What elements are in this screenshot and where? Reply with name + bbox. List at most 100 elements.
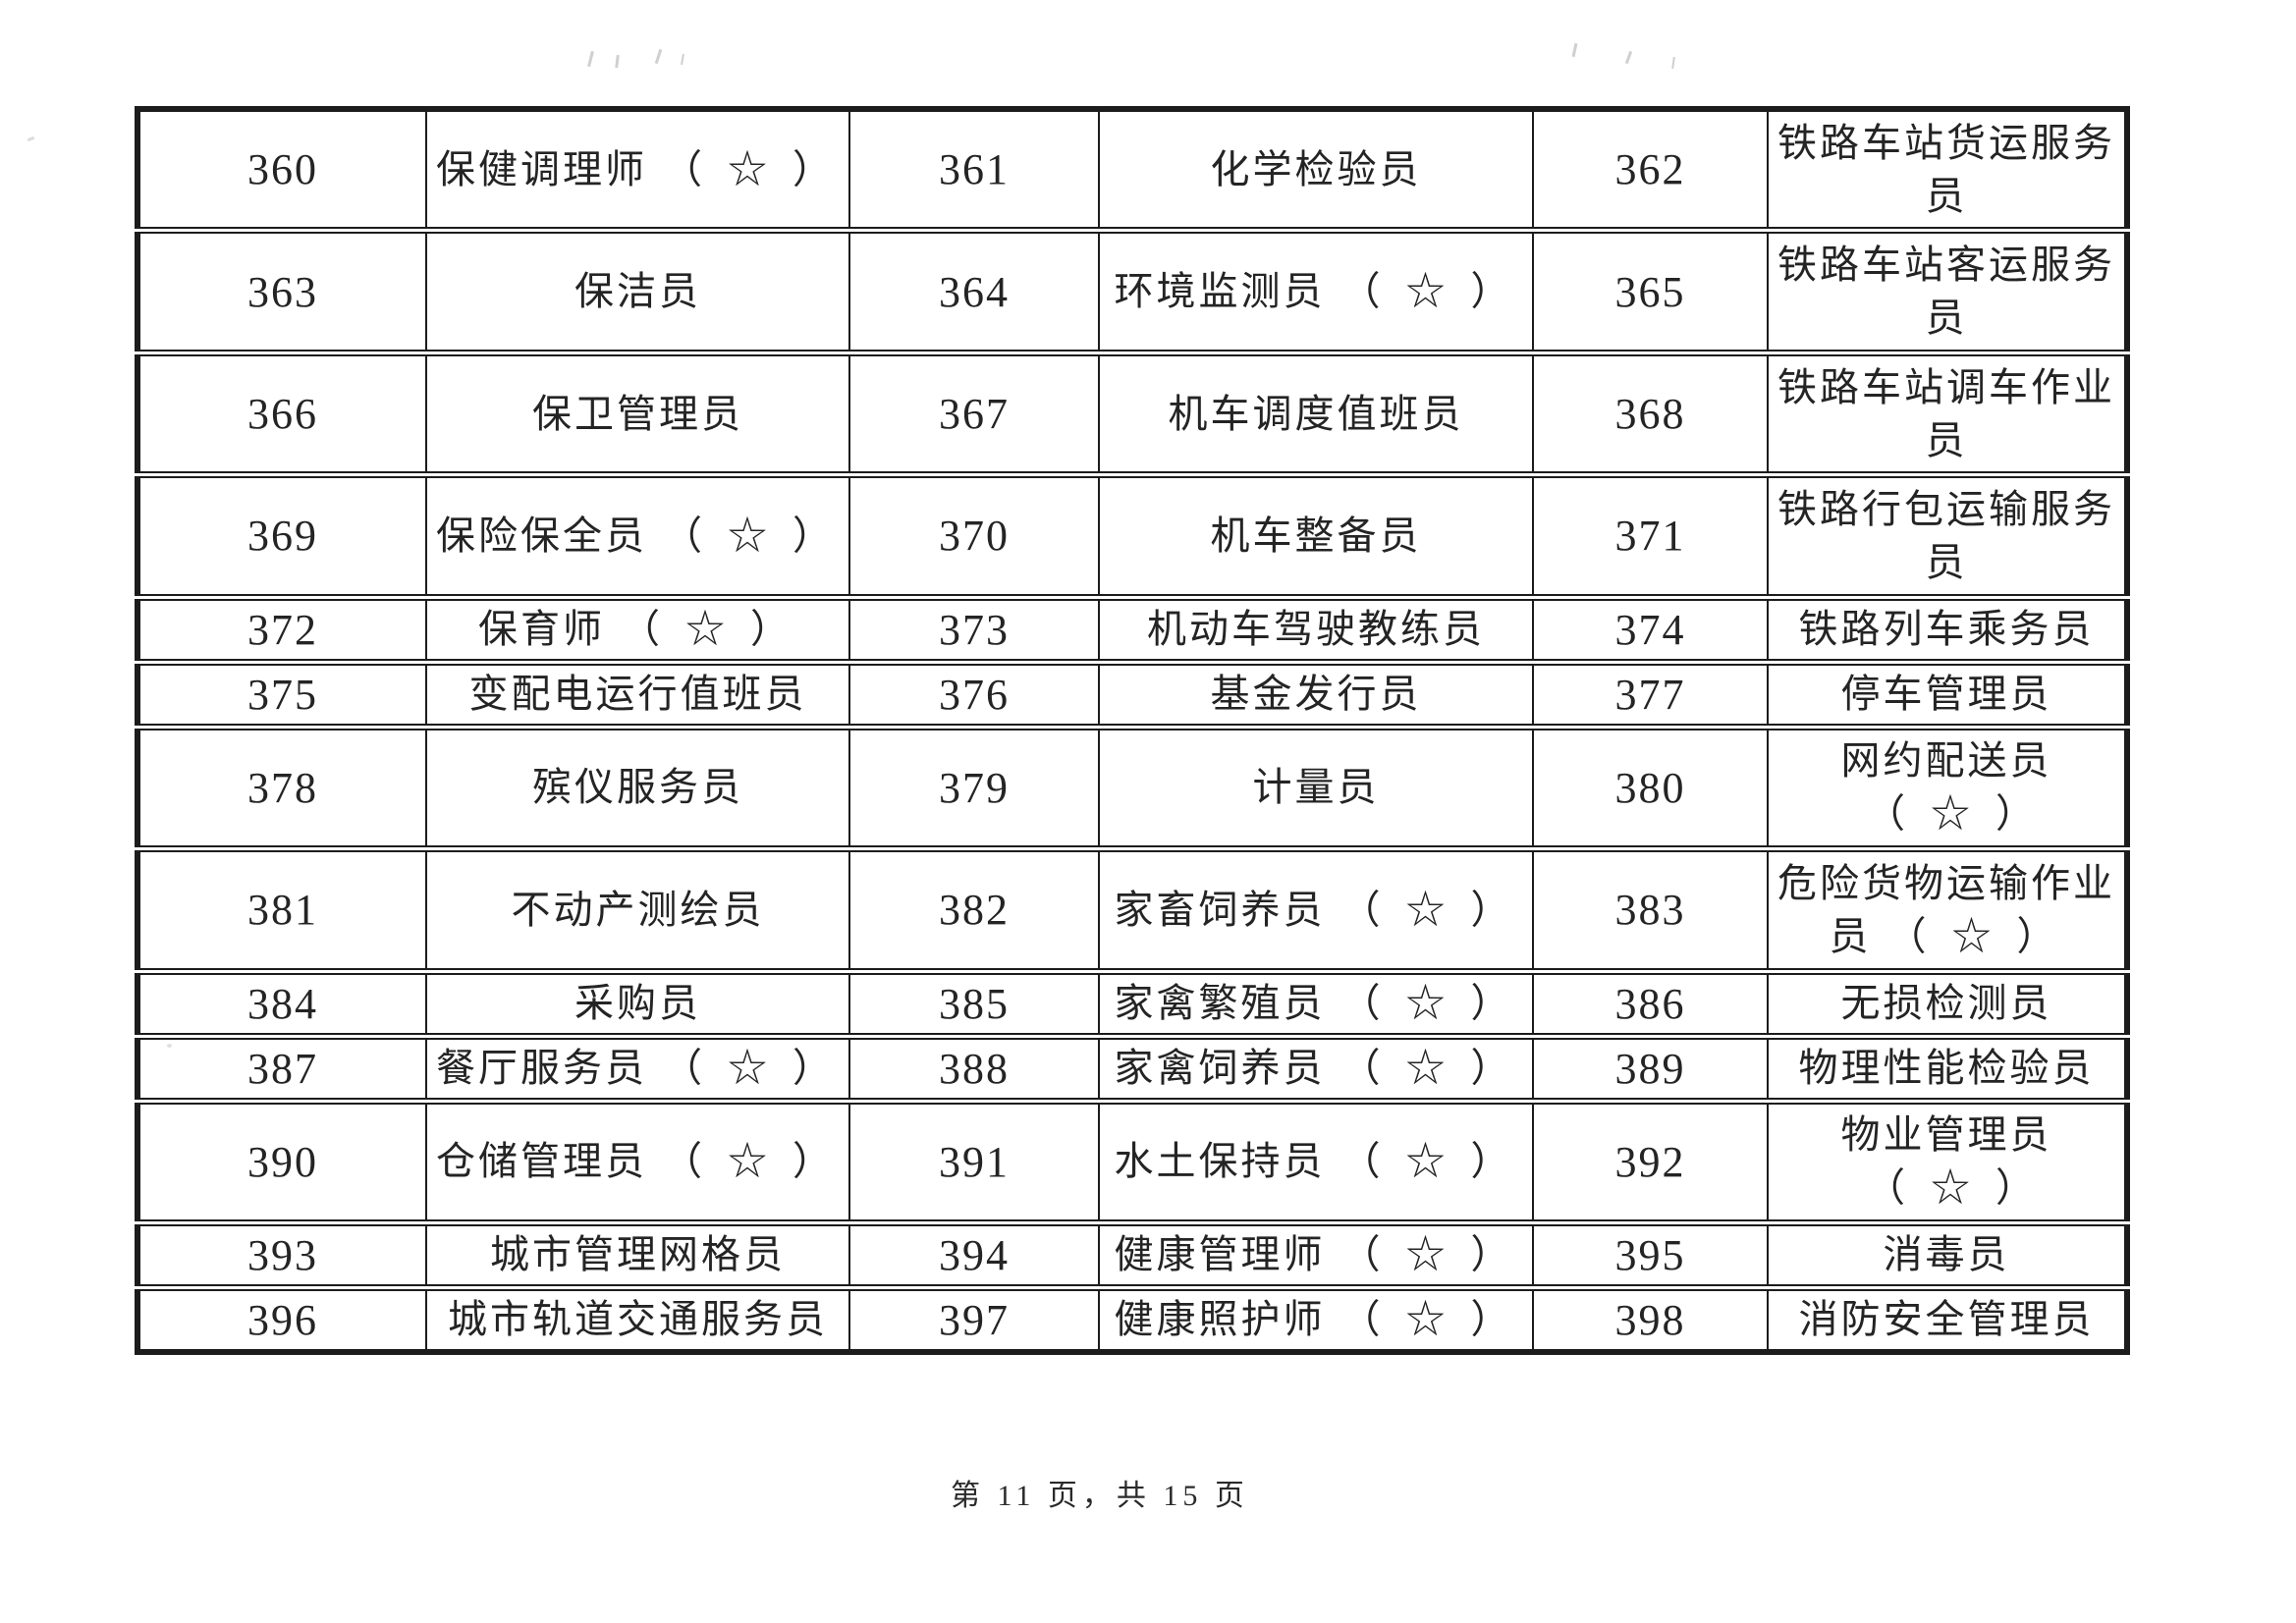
occupation-name-cell: 保健调理师 （ ☆ ） [425,109,849,231]
table-row: 393 城市管理网格员 394 健康管理师 （ ☆ ） 395 消毒员 [137,1218,2127,1288]
occupation-name: 保洁员 [574,269,701,314]
occupation-name-cell: 殡仪服务员 [425,723,849,849]
occupation-name: 机车调度值班员 [1168,391,1464,436]
row-number-cell: 362 [1532,109,1768,231]
row-number-cell: 387 [137,1032,426,1101]
row-number-cell: 363 [137,227,426,353]
occupation-name: 家畜饲养员 [1114,887,1326,932]
star-icon: （ ☆ ） [1340,887,1518,932]
occupation-name-cell: 铁路车站货运服务员 [1767,109,2127,231]
star-icon: （ ☆ ） [1886,913,2064,958]
row-number-cell: 392 [1532,1097,1768,1223]
occupation-name: 铁路行包运输服务员 [1777,486,2115,584]
occupation-name: 不动产测绘员 [511,887,765,932]
occupation-name: 消毒员 [1883,1232,2010,1277]
occupation-name: 水土保持员 [1114,1139,1326,1184]
occupation-name: 铁路列车乘务员 [1798,607,2095,652]
row-number-cell: 367 [848,349,1099,475]
star-icon: （ ☆ ） [663,1046,840,1090]
row-number-cell: 370 [848,471,1099,598]
occupation-name-cell: 无损检测员 [1767,967,2127,1036]
row-number-cell: 374 [1532,593,1768,663]
occupation-name: 餐厅服务员 [436,1046,647,1090]
occupation-name-cell: 铁路车站调车作业员 [1767,349,2127,475]
scan-artifact [587,50,594,68]
occupation-name: 保卫管理员 [532,391,743,436]
table-row: 378 殡仪服务员 379 计量员 380 网约配送员 （ ☆ ） [137,723,2127,849]
occupation-name: 物业管理员 [1840,1112,2052,1158]
occupation-name-cell: 健康管理师 （ ☆ ） [1098,1218,1533,1288]
row-number-cell: 397 [848,1283,1099,1352]
occupation-name: 保健调理师 [436,146,647,191]
occupation-name-cell: 采购员 [425,967,849,1036]
row-number-cell: 396 [137,1283,426,1352]
occupation-name: 机车整备员 [1210,513,1422,558]
occupation-name-cell: 物业管理员 （ ☆ ） [1767,1097,2127,1223]
row-number-cell: 389 [1532,1032,1768,1101]
occupation-name-cell: 保洁员 [425,227,849,353]
occupation-name-cell: 保险保全员 （ ☆ ） [425,471,849,598]
row-number-cell: 390 [137,1097,426,1223]
page-footer: 第 11 页，共 15 页 [951,1480,1249,1512]
row-number-cell: 378 [137,723,426,849]
occupation-name: 变配电运行值班员 [468,672,807,717]
occupation-name-cell: 危险货物运输作业员（ ☆ ） [1767,845,2127,971]
row-number-cell: 366 [137,349,426,475]
star-icon: （ ☆ ） [1340,1297,1518,1342]
occupation-name: 计量员 [1252,765,1380,810]
occupation-name: 家禽饲养员 [1114,1046,1326,1090]
table-row: 369 保险保全员 （ ☆ ） 370 机车整备员 371 铁路行包运输服务员 [137,471,2127,598]
table-row: 375 变配电运行值班员 376 基金发行员 377 停车管理员 [137,658,2127,728]
occupation-name-cell: 铁路车站客运服务员 [1767,227,2127,353]
occupation-name-cell: 家禽繁殖员 （ ☆ ） [1098,967,1533,1036]
star-icon: （ ☆ ） [663,146,840,191]
star-icon: （ ☆ ） [621,607,797,652]
row-number-cell: 377 [1532,658,1768,728]
scan-artifact [27,135,35,142]
row-number-cell: 361 [848,109,1099,231]
occupation-name: 危险货物运输作业员 [1777,860,2115,958]
row-number-cell: 365 [1532,227,1768,353]
row-number-cell: 391 [848,1097,1099,1223]
occupations-table-body: 360 保健调理师（ ☆ ） 361 化学检验员 362 铁路车站货运服务员 363 保洁员 3… [137,109,2127,1352]
occupation-name-cell: 城市管理网格员 [425,1218,849,1288]
occupation-name-cell: 物理性能检验员 [1767,1032,2127,1101]
table-row: 387 餐厅服务员 （ ☆ ） 388 家禽饲养员（ ☆ ） 389 物理性能检验员 [137,1032,2127,1101]
star-icon: （ ☆ ） [663,513,840,558]
occupation-name: 停车管理员 [1840,672,2052,717]
row-number-cell: 395 [1532,1218,1768,1288]
row-number-cell: 382 [848,845,1099,971]
occupation-name-cell: 消防安全管理员 [1767,1283,2127,1352]
scan-artifact [1671,56,1675,70]
occupation-name: 仓储管理员 [436,1139,647,1184]
occupation-name: 城市轨道交通服务员 [448,1297,828,1342]
occupation-name-cell: 不动产测绘员 [425,845,849,971]
occupation-name-cell: 铁路行包运输服务员 [1767,471,2127,598]
row-number-cell: 360 [247,145,318,194]
row-number-cell: 375 [137,658,426,728]
row-number-cell: 373 [848,593,1099,663]
scan-artifact [615,54,620,69]
occupation-name-cell: 健康照护师 （ ☆ ） [1098,1283,1533,1352]
row-number-cell: 383 [1532,845,1768,971]
occupation-name-cell: 变配电运行值班员 [425,658,849,728]
occupation-name-cell: 家禽饲养员 （ ☆ ） [1098,1032,1533,1101]
occupation-name: 铁路车站调车作业员 [1777,364,2115,462]
occupation-name-cell: 停车管理员 [1767,658,2127,728]
occupation-name-cell: 计量员 [1098,723,1533,849]
scan-artifact [681,53,684,66]
occupation-name: 保育师 [478,607,605,652]
occupation-name: 消防安全管理员 [1798,1297,2095,1342]
scan-artifact [1571,42,1578,58]
table-row: 363 保洁员 364 环境监测员 （ ☆ ） 365 铁路车站客运服务员 [137,227,2127,353]
row-number-cell: 386 [1532,967,1768,1036]
occupation-name: 健康照护师 [1114,1297,1326,1342]
row-number-cell: 372 [137,593,426,663]
row-number-cell: 388 [848,1032,1099,1101]
row-number-cell: 369 [137,471,426,598]
occupation-name-cell: 城市轨道交通服务员 [425,1283,849,1352]
star-icon: （ ☆ ） [1340,981,1518,1025]
scan-artifact [1624,50,1633,65]
row-number-cell: 394 [848,1218,1099,1288]
